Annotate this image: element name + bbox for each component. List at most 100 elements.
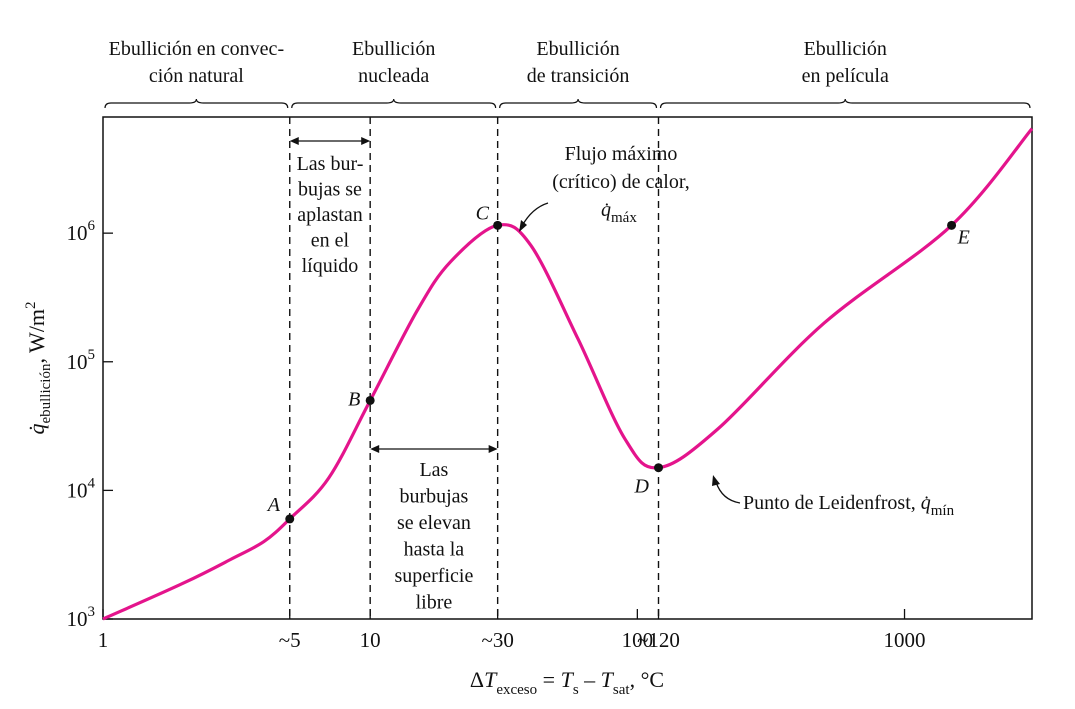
bubbles-collapse-line: Las bur- <box>297 153 364 175</box>
bubbles-collapse-line: en el <box>311 230 350 252</box>
y-tick-base: 10 <box>67 350 88 374</box>
x-tick-label: 1000 <box>884 628 926 652</box>
regime-label-line: Ebullición <box>536 38 619 60</box>
bubbles-rise-line: superficie <box>394 565 473 587</box>
x-tick-label: 1 <box>98 628 109 652</box>
span-arrowhead-left <box>289 137 299 145</box>
span-arrowhead-left <box>370 445 380 453</box>
y-tick-base: 10 <box>67 221 88 245</box>
span-arrowhead-right <box>361 137 371 145</box>
y-label-q: q̇ <box>24 424 49 435</box>
y-tick-exponent: 4 <box>88 475 96 491</box>
bubbles-collapse-line: bujas se <box>298 179 362 201</box>
flujo-max-line2: (crítico) de calor, <box>552 171 689 193</box>
leidenfrost-arrow <box>715 481 741 504</box>
flujo-max-symbol: q̇máx <box>601 199 637 226</box>
key-point-label: E <box>957 226 970 248</box>
x-tick-label: ~120 <box>637 628 680 652</box>
key-point-e <box>947 220 957 230</box>
bubbles-rise-line: Las <box>419 459 448 481</box>
x-label-tsat: T <box>601 667 615 692</box>
leidenfrost-text: Punto de Leidenfrost, <box>743 492 921 514</box>
y-tick-base: 10 <box>67 478 88 502</box>
x-label-t: T <box>484 667 498 692</box>
x-tick-label: 10 <box>360 628 381 652</box>
regime-label-line: Ebullición en convec- <box>109 38 285 60</box>
flujo-max-arrowhead <box>519 220 527 232</box>
key-point-d <box>654 463 664 473</box>
x-axis-title: ΔTexceso = Ts – Tsat, °C <box>470 667 664 698</box>
plot-frame <box>102 116 1033 620</box>
flujo-max-arrow <box>521 202 549 227</box>
y-axis-title: q̇ebullición, W/m2 <box>23 301 54 434</box>
y-tick-exponent: 6 <box>88 218 96 234</box>
x-label-ts: T <box>561 667 575 692</box>
regime-label-line: Ebullición <box>352 38 435 60</box>
y-axis-label: q̇ebullición, W/m2 <box>23 301 54 434</box>
x-label-sub-sat: sat <box>613 682 630 698</box>
x-label-unit: , °C <box>630 667 664 692</box>
bubbles-rise-line: hasta la <box>404 539 465 561</box>
bubbles-rise-line: burbujas <box>399 486 468 508</box>
key-point-label: A <box>266 494 281 516</box>
y-label-sub: ebullición <box>38 363 54 423</box>
regime-label-line: nucleada <box>358 65 429 87</box>
q-min-subscript: mín <box>931 503 955 519</box>
regime-brace <box>659 98 1031 109</box>
q-max-subscript: máx <box>611 210 637 226</box>
bubbles-rise-line: libre <box>416 592 453 614</box>
key-points: A B C D E <box>266 202 970 524</box>
key-point-c <box>493 220 503 230</box>
x-axis-ticks: 1 ~5 10 ~30 100~120 1000 <box>98 609 926 652</box>
y-tick-label: 106 <box>67 218 96 245</box>
regime-label-line: en película <box>802 65 889 87</box>
bubbles-rise-line: se elevan <box>397 512 471 534</box>
regime-braces <box>104 98 1031 109</box>
y-tick-exponent: 5 <box>88 347 96 363</box>
x-label-minus: – <box>579 667 601 692</box>
regime-brace <box>499 98 658 109</box>
x-label-equals: = <box>537 667 560 692</box>
leidenfrost-note: Punto de Leidenfrost, q̇mín <box>712 475 955 519</box>
y-tick-exponent: 3 <box>88 604 96 620</box>
x-tick-label: ~30 <box>481 628 513 652</box>
bubbles-collapse-line: aplastan <box>297 204 363 226</box>
q-dot-max: q̇ <box>601 199 611 221</box>
key-point-a <box>285 514 295 524</box>
x-label-sub-exceso: exceso <box>496 682 537 698</box>
regime-brace <box>104 98 289 109</box>
y-label-sup: 2 <box>23 301 39 309</box>
annotations: Las bur-bujas se aplastan en el líquido Las… <box>289 137 955 614</box>
x-axis-label: ΔTexceso = Ts – Tsat, °C <box>470 667 664 698</box>
y-tick-label: 103 <box>67 604 96 631</box>
bubbles-collapse-note: Las bur-bujas se aplastan en el líquido <box>289 137 371 277</box>
leidenfrost-arrowhead <box>712 475 720 486</box>
key-point-b <box>365 395 375 405</box>
x-tick-label: ~5 <box>279 628 301 652</box>
bubbles-rise-note: Las burbujas se elevan hasta la superficie li… <box>370 445 498 614</box>
key-point-label: B <box>348 388 360 410</box>
regime-labels: Ebullición en convec-ción natural Ebullic… <box>109 38 889 87</box>
regime-label-line: Ebullición <box>804 38 887 60</box>
key-point-label: D <box>634 476 650 498</box>
y-tick-label: 104 <box>67 475 96 502</box>
regime-label-line: de transición <box>527 65 630 87</box>
y-tick-base: 10 <box>67 607 88 631</box>
q-dot-min: q̇ <box>921 492 931 514</box>
flujo-max-line1: Flujo máximo <box>565 143 678 165</box>
y-tick-label: 105 <box>67 347 96 374</box>
critical-heat-flux-note: Flujo máximo (crítico) de calor, q̇máx <box>519 143 690 232</box>
x-tick-label: 100 <box>622 628 654 652</box>
regime-label-line: ción natural <box>149 65 244 87</box>
regime-brace <box>291 98 497 109</box>
y-label-unit: , W/m <box>24 309 49 364</box>
span-arrowhead-right <box>488 445 498 453</box>
key-point-label: C <box>476 202 490 224</box>
x-label-sub-s: s <box>573 682 579 698</box>
leidenfrost-label: Punto de Leidenfrost, q̇mín <box>743 492 955 519</box>
boiling-curve-line <box>102 127 1034 621</box>
x-label-delta: Δ <box>470 667 484 692</box>
bubbles-collapse-line: líquido <box>302 255 359 277</box>
